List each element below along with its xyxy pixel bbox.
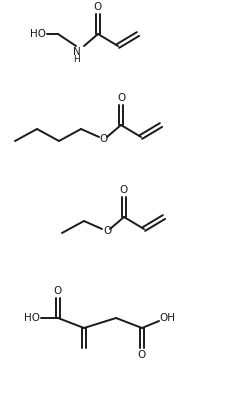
Text: O: O	[54, 286, 62, 296]
Text: O: O	[103, 226, 111, 236]
Text: O: O	[117, 93, 125, 103]
Text: O: O	[94, 2, 102, 12]
Text: N: N	[73, 47, 81, 57]
Text: O: O	[100, 134, 108, 144]
Text: HO: HO	[30, 29, 46, 39]
Text: HO: HO	[24, 313, 40, 323]
Text: O: O	[138, 350, 146, 360]
Text: H: H	[74, 55, 80, 64]
Text: O: O	[120, 185, 128, 195]
Text: OH: OH	[159, 313, 175, 323]
